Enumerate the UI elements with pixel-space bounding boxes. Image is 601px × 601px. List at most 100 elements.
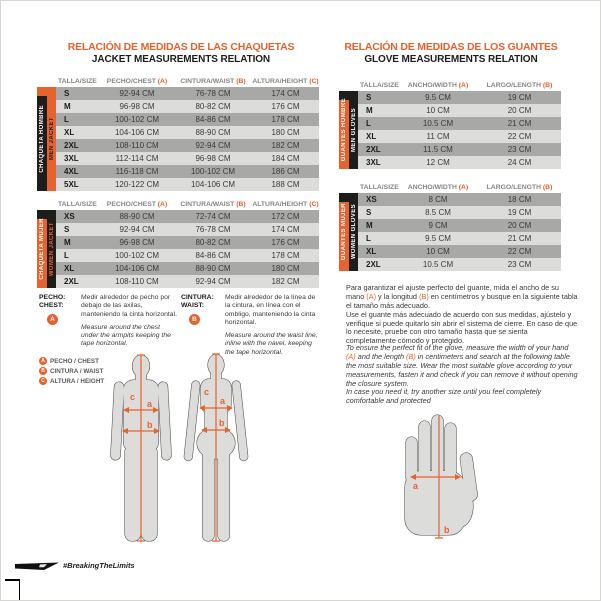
value-cell: 186 CM [271,167,300,176]
value-cell: 12 CM [426,158,450,167]
table-row: S 8.5 CM 19 CM [358,206,561,219]
glove-section-title: RELACIÓN DE MEDIDAS DE LOS GUANTES GLOVE… [337,41,565,65]
size-cell: XL [366,247,377,256]
male-label-b: b [147,420,153,430]
women-gloves-side-bar-es: GUANTES MUJER [339,193,349,271]
value-cell: 176 CM [271,238,300,247]
waist-text-es: Medir alrededor de la línea de la cintur… [225,294,316,326]
inline-marker-b: (B) [406,351,416,361]
value-cell: 176 CM [271,102,300,111]
table-row: 2XL 108-110 CM 92-94 CM 182 CM [56,275,319,288]
value-cell: 88-90 CM [195,264,231,273]
size-cell: M [64,238,71,247]
waist-label-en: WAIST: [181,302,205,310]
table-row: XL 104-106 CM 88-90 CM 180 CM [56,262,319,275]
value-cell: 19 CM [507,208,532,217]
value-cell: 188 CM [271,180,300,189]
table-row: L 10.5 CM 21 CM [358,117,561,130]
size-cell: L [366,119,371,128]
size-cell: S [64,225,70,234]
table-row: L 9.5 CM 21 CM [358,232,561,245]
inline-marker-a: (A) [346,351,356,361]
waist-text-en: Measure around the waist line, inline wi… [225,332,318,356]
glove-paragraph-en-2: In case you need it, try another size un… [346,387,542,406]
value-cell: 76-78 CM [195,225,231,234]
size-cell: 5XL [64,180,79,189]
size-cell: 3XL [366,158,381,167]
hand-label-b: b [444,525,450,535]
female-label-c: c [204,387,209,397]
men-jacket-table-header: TALLA/SIZE PECHO/CHEST (A) CINTURA/WAIST… [56,76,319,87]
hand-measurement-diagram: a b [404,414,478,539]
value-cell: 88-90 CM [119,212,155,221]
header-length: LARGO/LENGTH (B) [486,184,553,191]
size-cell: 4XL [64,167,79,176]
legend-chest: A PECHO / CHEST [39,357,104,365]
accent-square [37,210,47,219]
header-chest: PECHO/CHEST (A) [106,78,168,85]
header-size: TALLA/SIZE [360,184,399,191]
jacket-title-es: RELACIÓN DE MEDIDAS DE LAS CHAQUETAS [67,41,295,53]
glove-title-en: GLOVE MEASUREMENTS RELATION [364,54,538,65]
value-cell: 88-90 CM [195,128,231,137]
value-cell: 11 CM [426,132,450,141]
accent-square [339,193,349,202]
value-cell: 10 CM [426,106,450,115]
header-height: ALTURA/HEIGHT (C) [252,201,319,208]
value-cell: 96-98 CM [119,238,155,247]
female-measure-lines: c a b [199,353,233,542]
table-row: 3XL 12 CM 24 CM [358,156,561,169]
men-jacket-table: TALLA/SIZE PECHO/CHEST (A) CINTURA/WAIST… [37,76,319,191]
value-cell: 104-106 CM [114,264,160,273]
table-row: 3XL 112-114 CM 96-98 CM 184 CM [56,152,319,165]
size-cell: S [64,89,70,98]
header-waist: CINTURA/WAIST (B) [180,201,246,208]
value-cell: 8 CM [428,195,448,204]
chest-label-es: PECHO: [39,294,66,301]
header-size: TALLA/SIZE [58,201,97,208]
women-jacket-table-header: TALLA/SIZE PECHO/CHEST (A) CINTURA/WAIST… [56,199,319,210]
size-cell: 2XL [64,141,79,150]
hand-label-a: a [413,481,419,491]
table-row: L 100-102 CM 84-86 CM 178 CM [56,113,319,126]
value-cell: 174 CM [271,89,300,98]
value-cell: 84-86 CM [195,115,231,124]
size-cell: M [366,221,373,230]
crop-mark-horizontal [5,579,20,581]
value-cell: 92-94 CM [119,225,155,234]
brand-swoosh-logo [15,562,59,570]
value-cell: 96-98 CM [195,154,231,163]
body-measurement-diagram: c a b c a b [110,353,249,542]
men-gloves-side-bar-en: MEN GLOVES [349,91,358,169]
male-label-c: c [130,392,135,402]
value-cell: 23 CM [507,145,532,154]
glove-paragraph-es: Para garantizar el ajuste perfecto del g… [346,283,578,346]
table-row: S 92-94 CM 76-78 CM 174 CM [56,87,319,100]
value-cell: 21 CM [507,119,532,128]
hand-measure-lines: a b [410,415,461,539]
size-cell: S [366,208,372,217]
value-cell: 10 CM [426,247,450,256]
value-cell: 104-106 CM [190,180,236,189]
marker-b-icon: B [189,313,200,325]
men-gloves-table: TALLA/SIZE ANCHO/WIDTH (A) LARGO/LENGTH … [339,80,561,169]
measurement-legend: A PECHO / CHEST B CINTURA / WAIST C ALTURA … [39,357,104,387]
value-cell: 20 CM [507,106,532,115]
accent-square [37,87,47,96]
value-cell: 120-122 CM [114,180,160,189]
value-cell: 9.5 CM [425,93,451,102]
size-cell: XS [64,212,75,221]
size-cell: XL [64,264,75,273]
inline-marker-b: (B) [419,291,429,301]
men-gloves-side-bar-es: GUANTES HOMBRE [339,91,349,169]
value-cell: 184 CM [271,154,300,163]
value-cell: 92-94 CM [195,141,231,150]
value-cell: 80-82 CM [195,102,231,111]
value-cell: 10.5 CM [422,260,454,269]
value-cell: 104-106 CM [114,128,160,137]
female-label-b: b [219,418,225,428]
chest-text-es: Medir alrededor de pecho por debajo de l… [81,294,177,318]
value-cell: 20 CM [507,221,532,230]
legend-height: C ALTURA / HEIGHT [39,377,104,385]
value-cell: 22 CM [507,132,532,141]
